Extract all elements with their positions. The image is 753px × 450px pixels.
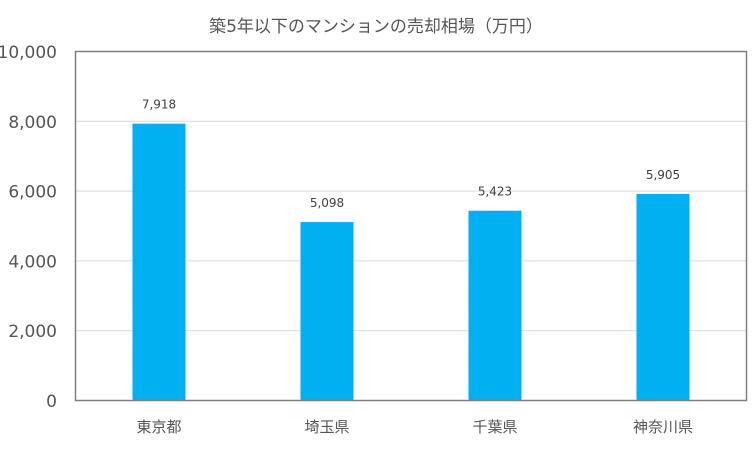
y-tick-label: 4,000	[8, 252, 57, 272]
x-tick-label: 埼玉県	[304, 418, 349, 436]
y-tick-label: 2,000	[8, 322, 57, 342]
y-tick-label: 8,000	[8, 113, 57, 133]
y-axis-ticks: 0 2,000 4,000 6,000 8,000 10,000	[0, 43, 57, 412]
data-label: 7,918	[142, 98, 176, 112]
x-tick-label: 東京都	[136, 418, 181, 436]
data-label: 5,423	[478, 185, 512, 199]
data-labels: 7,918 5,098 5,423 5,905	[142, 98, 680, 210]
y-tick-label: 10,000	[0, 43, 57, 63]
y-tick-label: 0	[46, 392, 57, 412]
bar	[636, 193, 690, 400]
bar	[132, 123, 186, 400]
bar	[300, 222, 354, 400]
gridlines	[75, 120, 747, 332]
bar	[468, 210, 522, 400]
plot-area-frame	[74, 50, 748, 402]
y-tick-label: 6,000	[8, 183, 57, 203]
data-label: 5,098	[310, 196, 344, 210]
x-tick-label: 神奈川県	[633, 418, 693, 436]
x-axis-ticks: 東京都 埼玉県 千葉県 神奈川県	[136, 418, 693, 436]
data-label: 5,905	[646, 168, 680, 182]
bars	[132, 123, 690, 400]
x-tick-label: 千葉県	[472, 418, 517, 436]
chart-title: 築5年以下のマンションの売却相場（万円）	[209, 17, 543, 37]
